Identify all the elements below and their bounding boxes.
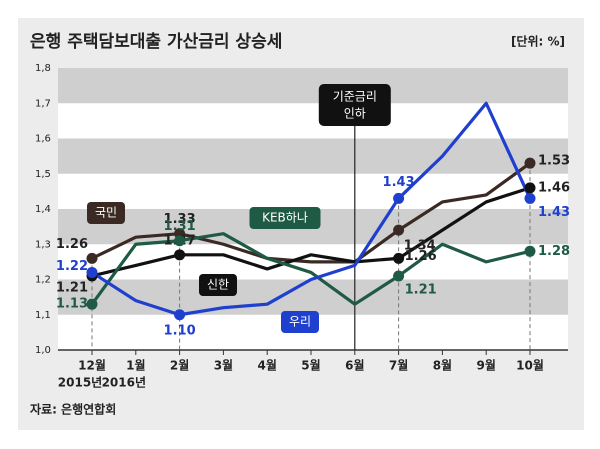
x-tick-label: 12월 [78, 358, 106, 373]
y-tick-label: 1,7 [35, 98, 51, 109]
x-tick-label: 6월 [345, 358, 364, 373]
value-label: 1.10 [164, 323, 196, 338]
x-tick-sublabel: 2015년 [58, 376, 102, 390]
x-tick-label: 9월 [477, 358, 496, 373]
line [91, 161, 531, 264]
legend-badge [249, 207, 321, 229]
legend-label: 우리 [289, 315, 311, 329]
x-tick-sublabel: 2016년 [102, 376, 146, 390]
grid-band [58, 68, 568, 104]
marker [174, 249, 186, 261]
y-tick-label: 1,4 [35, 204, 51, 215]
legend-label: 신한 [207, 278, 229, 292]
marker [393, 252, 405, 264]
value-label: 1.28 [538, 244, 570, 259]
y-tick-label: 1,3 [35, 239, 51, 250]
legend-badge [87, 202, 125, 224]
x-tick-label: 8월 [433, 358, 452, 373]
annotation: 인하 [344, 107, 366, 121]
annotation: 기준금리 [333, 90, 377, 104]
legend-badge [199, 274, 237, 296]
x-tick-label: 3월 [214, 358, 233, 373]
y-tick-label: 1,5 [35, 169, 51, 180]
value-label: 1.31 [164, 219, 196, 234]
value-label: 1.13 [56, 297, 88, 312]
marker [524, 245, 536, 257]
y-tick-label: 1,2 [35, 275, 51, 286]
x-tick-label: 4월 [258, 358, 277, 373]
marker [86, 266, 98, 278]
x-tick-label: 2월 [170, 358, 189, 373]
value-label: 1.21 [405, 282, 437, 297]
grid-band [58, 138, 568, 174]
x-tick-label: 5월 [301, 358, 320, 373]
x-tick-label: 10월 [516, 358, 544, 373]
marker [393, 270, 405, 282]
marker [524, 192, 536, 204]
y-tick-label: 1,8 [35, 63, 51, 74]
y-tick-label: 1,6 [35, 134, 51, 145]
y-tick-label: 1,1 [35, 310, 51, 321]
marker [393, 224, 405, 236]
value-label: 1.34 [404, 239, 436, 254]
chart-title: 은행 주택담보대출 가산금리 상승세 [30, 32, 282, 52]
value-label: 1.53 [538, 154, 570, 169]
marker [524, 157, 536, 169]
x-tick-label: 1월 [126, 358, 145, 373]
line [90, 232, 531, 306]
value-label: 1.22 [56, 259, 88, 274]
marker [86, 298, 98, 310]
y-tick-label: 1,0 [35, 345, 51, 356]
annotation-box [318, 84, 391, 126]
marker [174, 235, 186, 247]
value-label: 1.43 [383, 175, 415, 190]
marker [174, 309, 186, 321]
value-label: 1.33 [164, 212, 196, 227]
marker [86, 252, 98, 264]
line [91, 101, 532, 317]
x-tick-label: 7월 [389, 358, 408, 373]
value-label: 1.46 [538, 180, 570, 195]
value-label: 1.26 [405, 249, 437, 264]
legend-badge [281, 311, 319, 333]
marker [393, 192, 405, 204]
line [91, 186, 531, 278]
value-label: 1.43 [538, 205, 570, 220]
legend-label: 국민 [95, 206, 117, 220]
grid-band [58, 279, 568, 315]
value-label: 1.21 [56, 280, 88, 295]
legend-label: KEB하나 [262, 211, 308, 225]
value-label: 1.26 [56, 237, 88, 252]
source: 자료: 은행연합회 [30, 402, 116, 417]
unit: [단위: %] [511, 34, 565, 49]
marker [524, 182, 536, 194]
